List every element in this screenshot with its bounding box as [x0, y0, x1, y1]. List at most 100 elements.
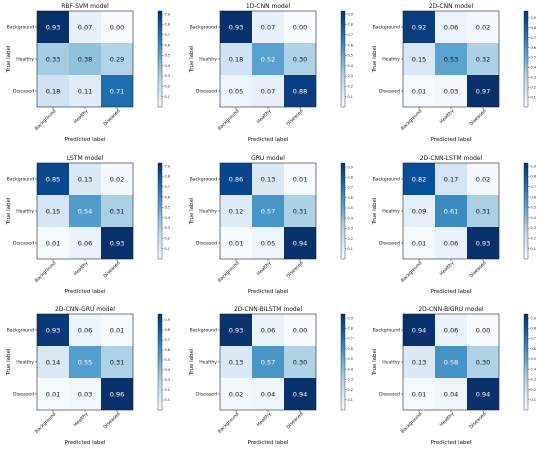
y-axis-label: True label: [6, 45, 12, 73]
x-tick-label: Healthy: [73, 260, 90, 277]
y-tick-label: Background: [7, 25, 34, 31]
heatmap-cell: [37, 195, 69, 227]
colorbar-tick-label: 0.7: [165, 185, 170, 189]
colorbar-tick-label: 0.6: [531, 195, 536, 199]
heatmap-cell: [252, 163, 284, 195]
cell-value-label: 0.06: [261, 326, 275, 334]
y-tick-label: Healthy: [382, 209, 400, 215]
cell-value-label: 0.96: [110, 390, 124, 398]
heatmap-cell: [101, 75, 133, 107]
heatmap-cell: [284, 163, 316, 195]
heatmap-cell: [403, 163, 435, 195]
heatmap-cell: [435, 11, 467, 43]
x-tick-label: Background: [400, 411, 424, 435]
y-tick-label: Background: [7, 177, 34, 183]
cell-value-label: 0.53: [444, 55, 458, 63]
colorbar-tick-label: 0.8: [348, 23, 353, 27]
heatmap-cell: [403, 195, 435, 227]
chart-title: 2D-CNN-GRU model: [55, 306, 115, 313]
x-tick-label: Diseased: [285, 411, 304, 430]
colorbar-tick-label: 0.8: [165, 328, 170, 332]
chart-title: 1D-CNN model: [246, 3, 291, 10]
confusion-matrix-panel: 2D-CNN model 0.92 0.06 0.02 0.15 0.53 0.32 0.01…: [366, 0, 549, 150]
cell-value-label: 0.03: [78, 390, 92, 398]
colorbar-tick-label: 0.6: [531, 46, 536, 50]
y-tick-label: Diseased: [379, 89, 400, 95]
cell-value-label: 0.38: [78, 55, 92, 63]
colorbar-tick-label: 0.5: [531, 357, 536, 361]
cell-value-label: 0.93: [46, 23, 60, 31]
confusion-matrix-chart: 2D-CNN model 0.92 0.06 0.02 0.15 0.53 0.32 0.01…: [372, 3, 536, 143]
cell-value-label: 0.01: [229, 239, 243, 247]
x-tick-label: Background: [34, 411, 58, 435]
confusion-matrix-chart: 2D-CNN-GRU model 0.93 0.06 0.01 0.14 0.55 0.31…: [6, 306, 170, 446]
cell-value-label: 0.01: [46, 239, 60, 247]
heatmap-cell: [467, 346, 499, 378]
y-tick-label: Healthy: [199, 209, 217, 215]
cell-value-label: 0.02: [110, 175, 124, 183]
cell-value-label: 0.94: [476, 390, 490, 398]
cell-value-label: 0.00: [110, 23, 124, 31]
colorbar-tick-label: 0.7: [165, 33, 170, 37]
y-tick-label: Healthy: [382, 57, 400, 63]
colorbar: [523, 10, 529, 108]
heatmap-cell: [252, 346, 284, 378]
cell-value-label: 0.31: [110, 358, 124, 366]
colorbar-tick-label: 0.8: [165, 175, 170, 179]
y-axis-label: True label: [189, 348, 195, 376]
cell-value-label: 0.01: [293, 175, 307, 183]
y-tick-label: Diseased: [13, 89, 34, 95]
colorbar-tick-label: 0.6: [165, 348, 170, 352]
heatmap-cell: [101, 378, 133, 410]
x-tick-label: Healthy: [439, 108, 456, 125]
x-tick-label: Healthy: [256, 411, 273, 428]
colorbar-tick-label: 0.2: [165, 388, 170, 392]
x-axis-label: Predicted label: [431, 440, 472, 446]
colorbar-tick-label: 0.4: [348, 64, 353, 68]
colorbar-tick-label: 0.1: [165, 247, 170, 251]
colorbar-tick-label: 0.6: [531, 347, 536, 351]
colorbar-tick-label: 0.4: [165, 368, 170, 372]
colorbar-tick-label: 0.8: [165, 23, 170, 27]
colorbar-tick-label: 0.3: [348, 378, 353, 382]
cell-value-label: 0.82: [412, 175, 426, 183]
colorbar-tick-label: 0.8: [348, 326, 353, 330]
chart-title: 2D-CNN-BiLSTM model: [234, 306, 302, 313]
cell-value-label: 0.06: [78, 239, 92, 247]
y-tick-label: Diseased: [13, 241, 34, 247]
heatmap-cell: [435, 346, 467, 378]
colorbar-tick-label: 0.7: [531, 36, 536, 40]
heatmap-cell: [252, 195, 284, 227]
heatmap-cell: [220, 346, 252, 378]
cell-value-label: 0.71: [110, 87, 124, 95]
heatmap-cell: [467, 227, 499, 259]
x-axis-label: Predicted label: [431, 289, 472, 295]
confusion-matrix-chart: 1D-CNN model 0.93 0.07 0.00 0.18 0.52 0.30 0.05…: [189, 3, 353, 143]
colorbar-tick-label: 0.5: [531, 56, 536, 60]
heatmap-cell: [435, 314, 467, 346]
colorbar: [340, 162, 346, 260]
x-tick-label: Diseased: [285, 260, 304, 279]
confusion-matrix-panel: GRU model 0.86 0.13 0.01 0.12 0.57 0.31 0.01 0.0…: [183, 152, 366, 302]
heatmap-cell: [435, 75, 467, 107]
x-tick-label: Healthy: [256, 260, 273, 277]
heatmap-cell: [252, 43, 284, 75]
heatmap-cell: [37, 314, 69, 346]
cell-value-label: 0.01: [412, 239, 426, 247]
y-tick-label: Diseased: [379, 241, 400, 247]
cell-value-label: 0.07: [261, 87, 275, 95]
colorbar: [523, 313, 529, 411]
x-axis-label: Predicted label: [431, 137, 472, 143]
colorbar-tick-label: 0.6: [165, 43, 170, 47]
cell-value-label: 0.02: [476, 175, 490, 183]
colorbar-tick-label: 0.9: [165, 12, 170, 16]
cell-value-label: 0.33: [46, 55, 60, 63]
cell-value-label: 0.93: [476, 239, 490, 247]
colorbar-tick-label: 0.6: [348, 347, 353, 351]
colorbar: [157, 10, 163, 108]
colorbar: [340, 313, 346, 411]
heatmap-cell: [69, 314, 101, 346]
cell-value-label: 0.06: [444, 326, 458, 334]
colorbar-tick-label: 0.2: [531, 85, 536, 89]
y-tick-label: Diseased: [196, 392, 217, 398]
